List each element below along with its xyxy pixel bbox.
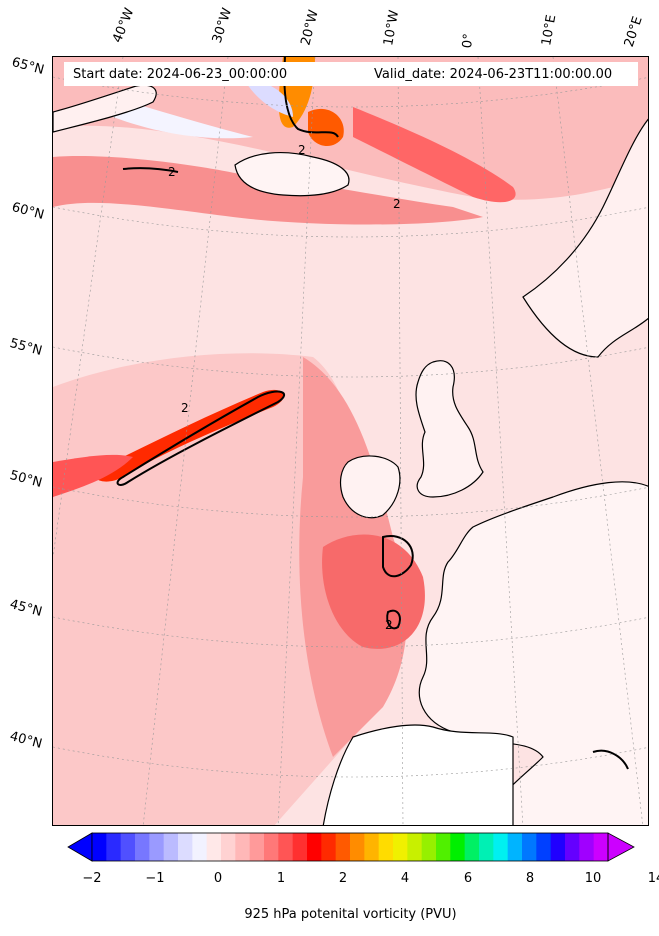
- colorbar-swatch: [278, 833, 294, 861]
- colorbar-swatch: [364, 833, 380, 861]
- colorbar-tick-1: 1: [276, 871, 286, 886]
- pv-filament-west-edge: [53, 454, 133, 497]
- colorbar-tick-neg2: −2: [82, 871, 102, 886]
- map-canvas: 2 2 2 2 2: [53, 57, 648, 825]
- colorbar-swatch: [479, 833, 494, 861]
- colorbar-swatch: [450, 833, 466, 861]
- pv-band-southwest: [53, 353, 386, 825]
- colorbar-extend-max: [607, 832, 635, 862]
- colorbar-swatch: [135, 833, 150, 861]
- colorbar-swatch: [536, 833, 552, 861]
- graticule: [53, 57, 648, 825]
- colorbar-swatch: [106, 833, 122, 861]
- lon-label-30w: 30°W: [209, 6, 236, 45]
- colorbar-tick-2: 2: [338, 871, 348, 886]
- lat-label-65n: 65°N: [10, 55, 46, 78]
- colorbar-outline: [91, 832, 609, 862]
- lat-label-55n: 55°N: [8, 336, 44, 359]
- colorbar-swatch: [350, 833, 365, 861]
- colorbar-swatch: [264, 833, 279, 861]
- colorbar-swatch: [522, 833, 537, 861]
- lon-label-10e: 10°E: [539, 13, 560, 47]
- contour-label-atlantic: 2: [181, 401, 189, 415]
- iberia-white-area: [373, 747, 493, 813]
- colorbar-swatch: [292, 833, 308, 861]
- colorbar-swatch: [579, 833, 595, 861]
- header-strip: [64, 62, 638, 86]
- colorbar-swatch: [407, 833, 423, 861]
- colorbar-swatch: [120, 833, 136, 861]
- colorbar-swatch: [421, 833, 437, 861]
- pv-negative-patch-4: [113, 97, 253, 139]
- colorbar-swatch: [378, 833, 394, 861]
- pv-negative-patch-1: [243, 77, 293, 117]
- colorbar-tick-6: 6: [463, 871, 473, 886]
- pv-filament-atlantic: [93, 389, 284, 482]
- map-plot-area: 2 2 2 2 2: [52, 56, 649, 826]
- pv-swirl-iceland: [308, 108, 344, 147]
- colorbar-swatch: [235, 833, 251, 861]
- colorbar-label: 925 hPa potenital vorticity (PVU): [244, 907, 457, 922]
- valid-date-text: Valid_date: 2024-06-23T11:00:00.00: [374, 67, 613, 82]
- colorbar-swatch: [206, 833, 222, 861]
- colorbar-swatch: [393, 833, 408, 861]
- lat-label-60n: 60°N: [10, 200, 46, 223]
- colorbar-swatch: [464, 833, 480, 861]
- colorbar-extend-min: [67, 832, 93, 862]
- contour-label-north: 2: [393, 197, 401, 211]
- lat-label-45n: 45°N: [8, 597, 44, 620]
- start-date-text: Start date: 2024-06-23_00:00:00: [73, 67, 288, 82]
- ireland-coastline: [339, 455, 401, 519]
- lat-label-50n: 50°N: [8, 468, 44, 491]
- colorbar-swatch: [163, 833, 179, 861]
- great-britain-coastline: [415, 360, 484, 498]
- contour-label-iceland: 2: [298, 143, 306, 157]
- lon-label-20w: 20°W: [298, 8, 322, 47]
- lon-label-40w: 40°W: [110, 6, 138, 45]
- colorbar-swatch: [307, 833, 322, 861]
- pv-band-north: [53, 57, 648, 200]
- colorbar-tick-14: 14: [647, 871, 659, 886]
- colorbar-tick-0: 0: [213, 871, 223, 886]
- colorbar-swatch: [221, 833, 236, 861]
- colorbar-tick-neg1: −1: [145, 871, 165, 886]
- contour-label-west: 2: [168, 165, 176, 179]
- colorbar-swatch: [493, 833, 509, 861]
- colorbar-tick-8: 8: [525, 871, 535, 886]
- pv2-contour-west-iceland: [122, 167, 179, 173]
- colorbar-swatch: [149, 833, 165, 861]
- colorbar-swatch: [436, 833, 451, 861]
- colorbar-tick-4: 4: [400, 871, 410, 886]
- contour-label-south: 2: [385, 618, 393, 632]
- colorbar-swatch: [249, 833, 265, 861]
- pv2-contour-mediterranean: [592, 749, 629, 770]
- colorbar-swatch: [321, 833, 337, 861]
- scandinavia-coastline: [522, 118, 648, 358]
- colorbar-swatch: [192, 833, 208, 861]
- colorbar-tick-10: 10: [584, 871, 602, 886]
- colorbar-swatch: [550, 833, 566, 861]
- colorbar-swatch: [335, 833, 351, 861]
- colorbar-swatch: [565, 833, 580, 861]
- colorbar-swatch: [92, 833, 107, 861]
- greenland-coastline: [53, 84, 157, 133]
- pv2-contour-south: [386, 609, 401, 630]
- colorbar-swatch: [178, 833, 193, 861]
- colorbar: [67, 832, 635, 862]
- lon-label-0: 0°: [460, 32, 477, 49]
- colorbar-swatch: [593, 833, 609, 861]
- lon-label-10w: 10°W: [381, 9, 403, 48]
- lat-label-40n: 40°N: [8, 729, 44, 752]
- colorbar-swatch: [507, 833, 523, 861]
- iceland-coastline: [234, 152, 350, 197]
- pv-band-norwegian-sea: [353, 107, 516, 203]
- lon-label-20e: 20°E: [621, 14, 646, 50]
- pv2-contour-atlantic: [116, 390, 286, 486]
- pv2-contour-biscay: [382, 535, 414, 578]
